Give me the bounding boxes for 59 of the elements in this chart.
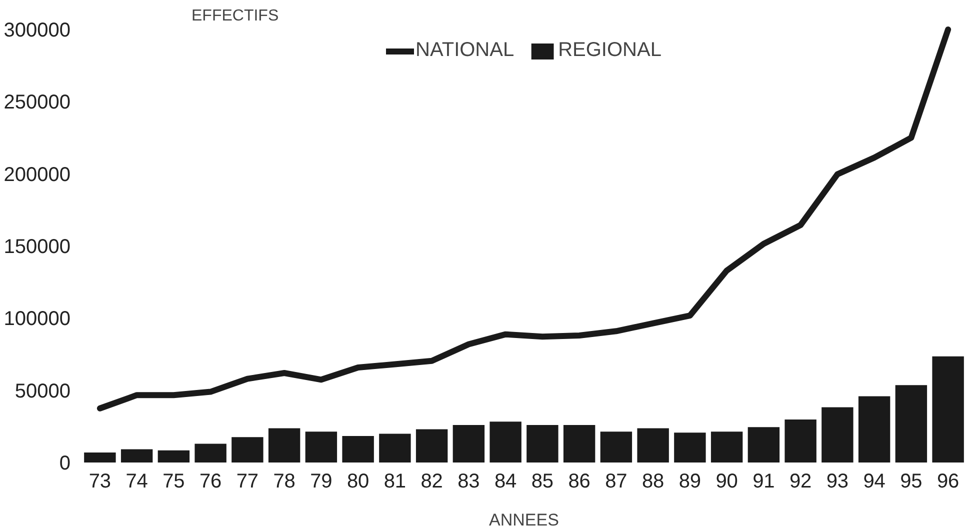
x-tick-label: 88	[642, 470, 664, 492]
y-tick-label: 100000	[4, 308, 71, 330]
y-tick-label: 200000	[4, 164, 71, 186]
y-tick-label: 250000	[4, 92, 71, 114]
x-tick-label: 92	[789, 470, 812, 492]
bar	[194, 444, 226, 462]
bar	[932, 356, 964, 462]
x-tick-label: 91	[752, 470, 775, 492]
bar	[784, 419, 816, 462]
bar	[822, 407, 854, 462]
bar	[526, 424, 558, 462]
bar	[342, 436, 374, 462]
x-tick-label: 84	[494, 470, 517, 492]
bar	[452, 424, 485, 462]
x-tick-label: 78	[273, 470, 296, 492]
y-axis-title: EFFECTIFS	[192, 8, 279, 24]
x-tick-label: 73	[88, 470, 112, 492]
bar	[674, 432, 706, 462]
x-tick-label: 85	[531, 470, 554, 492]
bar	[858, 396, 890, 462]
x-tick-label: 76	[199, 470, 222, 492]
x-tick-label: 82	[420, 470, 443, 492]
bar	[895, 385, 928, 462]
bar	[84, 452, 116, 462]
x-tick-label: 74	[126, 470, 148, 492]
x-tick-label: 86	[568, 470, 590, 492]
x-tick-label: 93	[826, 470, 849, 492]
bar	[637, 428, 669, 462]
y-tick-label: 150000	[4, 236, 71, 258]
x-tick-label: 87	[605, 470, 628, 492]
x-tick-label: 96	[936, 470, 960, 492]
bar	[600, 432, 632, 462]
bar	[158, 450, 190, 462]
bar	[268, 428, 300, 462]
legend-label: NATIONAL	[416, 39, 514, 62]
bar	[379, 434, 411, 462]
y-tick-label: 300000	[4, 20, 71, 42]
bar	[416, 429, 448, 462]
x-tick-label: 83	[458, 470, 480, 492]
y-tick-label: 50000	[14, 380, 71, 402]
y-tick-label: 0	[59, 452, 70, 474]
x-tick-label: 80	[346, 470, 370, 492]
bar	[710, 432, 743, 462]
x-tick-label: 89	[678, 470, 702, 492]
x-tick-label: 79	[310, 470, 332, 492]
bar	[305, 432, 338, 462]
x-tick-label: 90	[716, 470, 738, 492]
legend-label: REGIONAL	[558, 39, 662, 62]
x-axis-title: ANNEES	[489, 510, 559, 530]
x-tick-label: 77	[236, 470, 259, 492]
bar	[748, 427, 780, 462]
bar	[232, 437, 264, 462]
x-tick-label: 81	[384, 470, 406, 492]
x-tick-label: 95	[900, 470, 922, 492]
x-tick-label: 94	[863, 470, 886, 492]
bar	[120, 449, 153, 462]
x-tick-label: 75	[162, 470, 185, 492]
bar	[490, 422, 522, 462]
bar	[563, 424, 596, 462]
